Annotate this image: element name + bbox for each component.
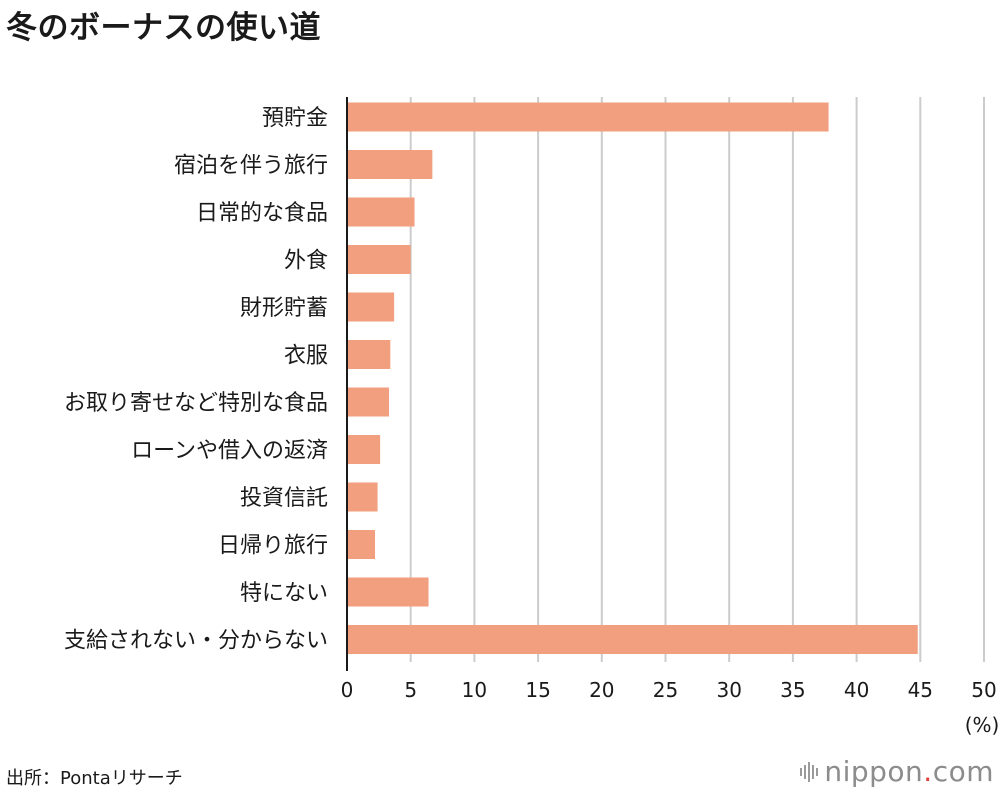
x-tick-label: 40: [844, 678, 869, 702]
bar: [347, 530, 376, 559]
x-tick-label: 0: [341, 678, 354, 702]
x-tick-label: 30: [716, 678, 741, 702]
nippon-logo: nippon.com: [800, 758, 994, 786]
bar: [347, 150, 433, 179]
x-axis-unit-label: (%): [965, 713, 1000, 737]
category-label: 宿泊を伴う旅行: [174, 154, 328, 179]
bar: [347, 577, 429, 607]
bar: [347, 625, 918, 654]
bar: [347, 387, 390, 417]
category-label: 外食: [284, 249, 328, 274]
category-label: 財形貯蓄: [240, 296, 328, 321]
category-label: 衣服: [284, 344, 328, 369]
category-label: 特にない: [240, 581, 328, 606]
category-label: 日常的な食品: [196, 201, 328, 226]
category-labels: 預貯金宿泊を伴う旅行日常的な食品外食財形貯蓄衣服お取り寄せなど特別な食品ローンや…: [64, 106, 328, 654]
source-note: 出所：Pontaリサーチ: [6, 768, 183, 789]
bar: [347, 197, 415, 227]
x-tick-label: 50: [971, 678, 996, 702]
category-label: ローンや借入の返済: [131, 439, 328, 464]
logo-name: nippon: [824, 755, 924, 788]
category-label: 預貯金: [262, 106, 328, 131]
category-label: 投資信託: [240, 486, 328, 511]
grid-lines: [409, 97, 985, 662]
bar: [347, 245, 411, 274]
category-label: 日帰り旅行: [218, 534, 328, 559]
bar: [347, 340, 391, 369]
x-tick-labels: 0 5 10 15 20 25 30 35 40 45 50: [341, 678, 997, 702]
x-tick-label: 20: [589, 678, 614, 702]
logo-text: nippon.com: [824, 758, 994, 786]
x-tick-label: 35: [780, 678, 805, 702]
x-tick-label: 10: [462, 678, 487, 702]
x-tick-label: 15: [525, 678, 550, 702]
x-tick-label: 5: [404, 678, 417, 702]
logo-suffix: com: [932, 755, 994, 788]
logo-dot: .: [923, 755, 933, 788]
bar: [347, 482, 378, 512]
x-tick-label: 25: [653, 678, 678, 702]
chart-title: 冬のボーナスの使い道: [6, 10, 321, 46]
x-tick-label: 45: [908, 678, 933, 702]
bar: [347, 435, 381, 464]
bar: [347, 102, 829, 132]
logo-bars-icon: [800, 762, 819, 782]
category-label: 支給されない・分からない: [64, 629, 328, 654]
bars: [347, 102, 918, 654]
bar: [347, 292, 395, 322]
category-label: お取り寄せなど特別な食品: [64, 391, 328, 416]
